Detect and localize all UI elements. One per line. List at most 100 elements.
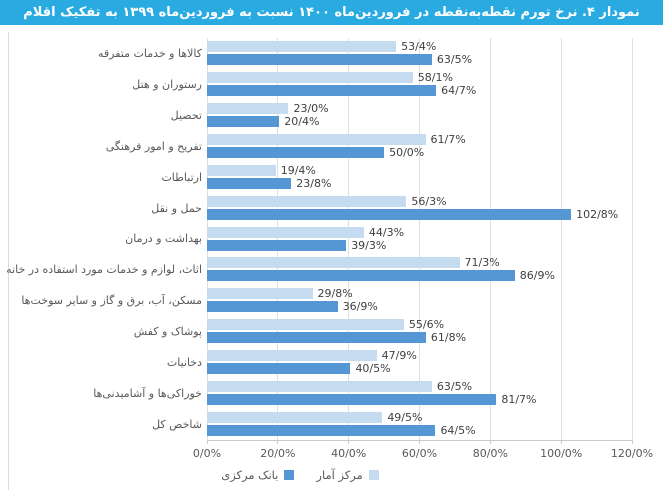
bar-markaz-amar [207,195,407,207]
bar-bank-markazi [207,208,572,220]
bar-bank-markazi [207,270,515,282]
category-label: حمل و نقل [151,201,202,215]
x-axis-tick [348,440,350,444]
page-left-border [8,32,9,490]
bar-value-label: 23/8% [296,176,332,190]
bar-value-label: 47/9% [381,349,417,363]
bar-bank-markazi [207,363,351,375]
category-label: کالاها و خدمات متفرقه [98,46,202,60]
bar-value-label: 19/4% [280,163,316,177]
chart-title: نمودار ۴. نرخ تورم نقطه‌به‌نقطه در فرورد… [23,5,640,20]
bar-bank-markazi [207,425,436,437]
plot-area: 53/4% 63/5% 58/1% 64/7% 23/0% 20/4% 61/7% 50/0%… [207,38,632,440]
bar-value-label: 39/3% [351,238,387,252]
bar-value-label: 71/3% [464,256,500,270]
bar-markaz-amar [207,288,313,300]
x-tick-label: 100/0% [540,447,583,460]
x-axis-tick [631,440,633,444]
bar-value-label: 20/4% [284,114,320,128]
bar-value-label: 81/7% [501,393,537,407]
bar-bank-markazi [207,301,338,313]
bar-value-label: 56/3% [411,194,447,208]
bar-value-label: 23/0% [293,101,329,115]
category-label: خوراکی‌ها و آشامیدنی‌ها [93,387,202,401]
bar-markaz-amar [207,102,289,114]
legend-swatch-icon [284,470,295,480]
gridline [489,38,491,440]
bar-value-label: 86/9% [519,269,555,283]
bar-markaz-amar [207,71,413,83]
bar-bank-markazi [207,84,437,96]
bar-markaz-amar [207,226,364,238]
category-label: پوشاک و کفش [133,325,202,339]
bar-value-label: 29/8% [317,287,353,301]
bar-value-label: 40/5% [355,362,391,376]
chart-area: کالاها و خدمات متفرقه رستوران و هتل تحصیل ت… [0,28,663,494]
bar-value-label: 44/3% [368,225,405,239]
x-axis-tick [277,440,279,444]
x-tick-label: 80/0% [472,447,508,460]
bar-markaz-amar [207,41,397,52]
bar-value-label: 63/5% [436,380,473,394]
x-axis-tick [206,440,208,444]
bar-markaz-amar [207,164,276,176]
category-label: بهداشت و درمان [125,232,202,246]
bar-value-label: 50/0% [389,145,425,159]
bar-bank-markazi [207,115,280,127]
gridline [560,38,562,440]
category-label: رستوران و هتل [132,77,202,91]
bar-value-label: 63/5% [436,53,473,66]
bar-markaz-amar [207,412,383,424]
legend-item: مرکز آمار [316,468,379,482]
x-tick-label: 20/0% [260,447,296,460]
bar-value-label: 64/7% [441,83,477,97]
bar-bank-markazi [207,332,426,344]
category-axis: کالاها و خدمات متفرقه رستوران و هتل تحصیل ت… [6,38,202,440]
chart-title-bar: نمودار ۴. نرخ تورم نقطه‌به‌نقطه در فرورد… [0,0,663,25]
bar-markaz-amar [207,319,404,331]
x-tick-label: 40/0% [331,447,367,460]
x-axis-labels: 0/0% 20/0% 40/0% 60/0% 80/0% 100/0% 120/0% [193,447,653,461]
category-label: تحصیل [170,108,202,122]
gridline [419,38,420,440]
x-axis-tick [419,440,420,444]
category-label: اثاث، لوازم و خدمات مورد استفاده در خانه [6,263,202,277]
gridline [206,38,208,440]
legend-item: بانک مرکزی [221,468,295,482]
category-label: دخانیات [166,356,202,370]
bar-markaz-amar [207,381,432,393]
gridline [348,38,350,440]
legend-swatch-icon [368,470,379,480]
bar-value-label: 36/9% [342,300,378,314]
category-label: تفریح و امور فرهنگی [105,139,202,153]
bar-value-label: 53/4% [401,40,437,53]
bar-value-label: 61/7% [430,132,466,146]
bar-value-label: 61/8% [430,331,467,345]
bar-bank-markazi [207,54,432,65]
category-label: شاخص کل [152,418,202,432]
bar-markaz-amar [207,350,377,362]
category-label: مسکن، آب، برق و گاز و سایر سوخت‌ها [21,294,202,308]
bar-value-label: 102/8% [576,207,619,221]
legend-label: بانک مرکزی [221,468,279,482]
x-tick-label: 120/0% [610,447,654,460]
bar-value-label: 64/5% [440,424,476,438]
bar-value-label: 55/6% [408,318,445,332]
bar-markaz-amar [207,133,426,145]
gridline [631,38,633,440]
bar-value-label: 49/5% [387,411,423,425]
x-axis-tick [489,440,491,444]
bar-bank-markazi [207,239,347,251]
category-label: ارتباطات [161,170,202,184]
bar-value-label: 58/1% [417,70,453,84]
x-axis-line [207,440,633,441]
bar-bank-markazi [207,177,292,189]
bar-bank-markazi [207,146,385,158]
legend: مرکز آمار بانک مرکزی [0,468,600,482]
bar-bank-markazi [207,394,497,406]
legend-label: مرکز آمار [316,468,363,482]
x-axis-tick [560,440,562,444]
gridlines [206,38,633,440]
x-tick-label: 60/0% [401,447,438,460]
gridline [277,38,279,440]
